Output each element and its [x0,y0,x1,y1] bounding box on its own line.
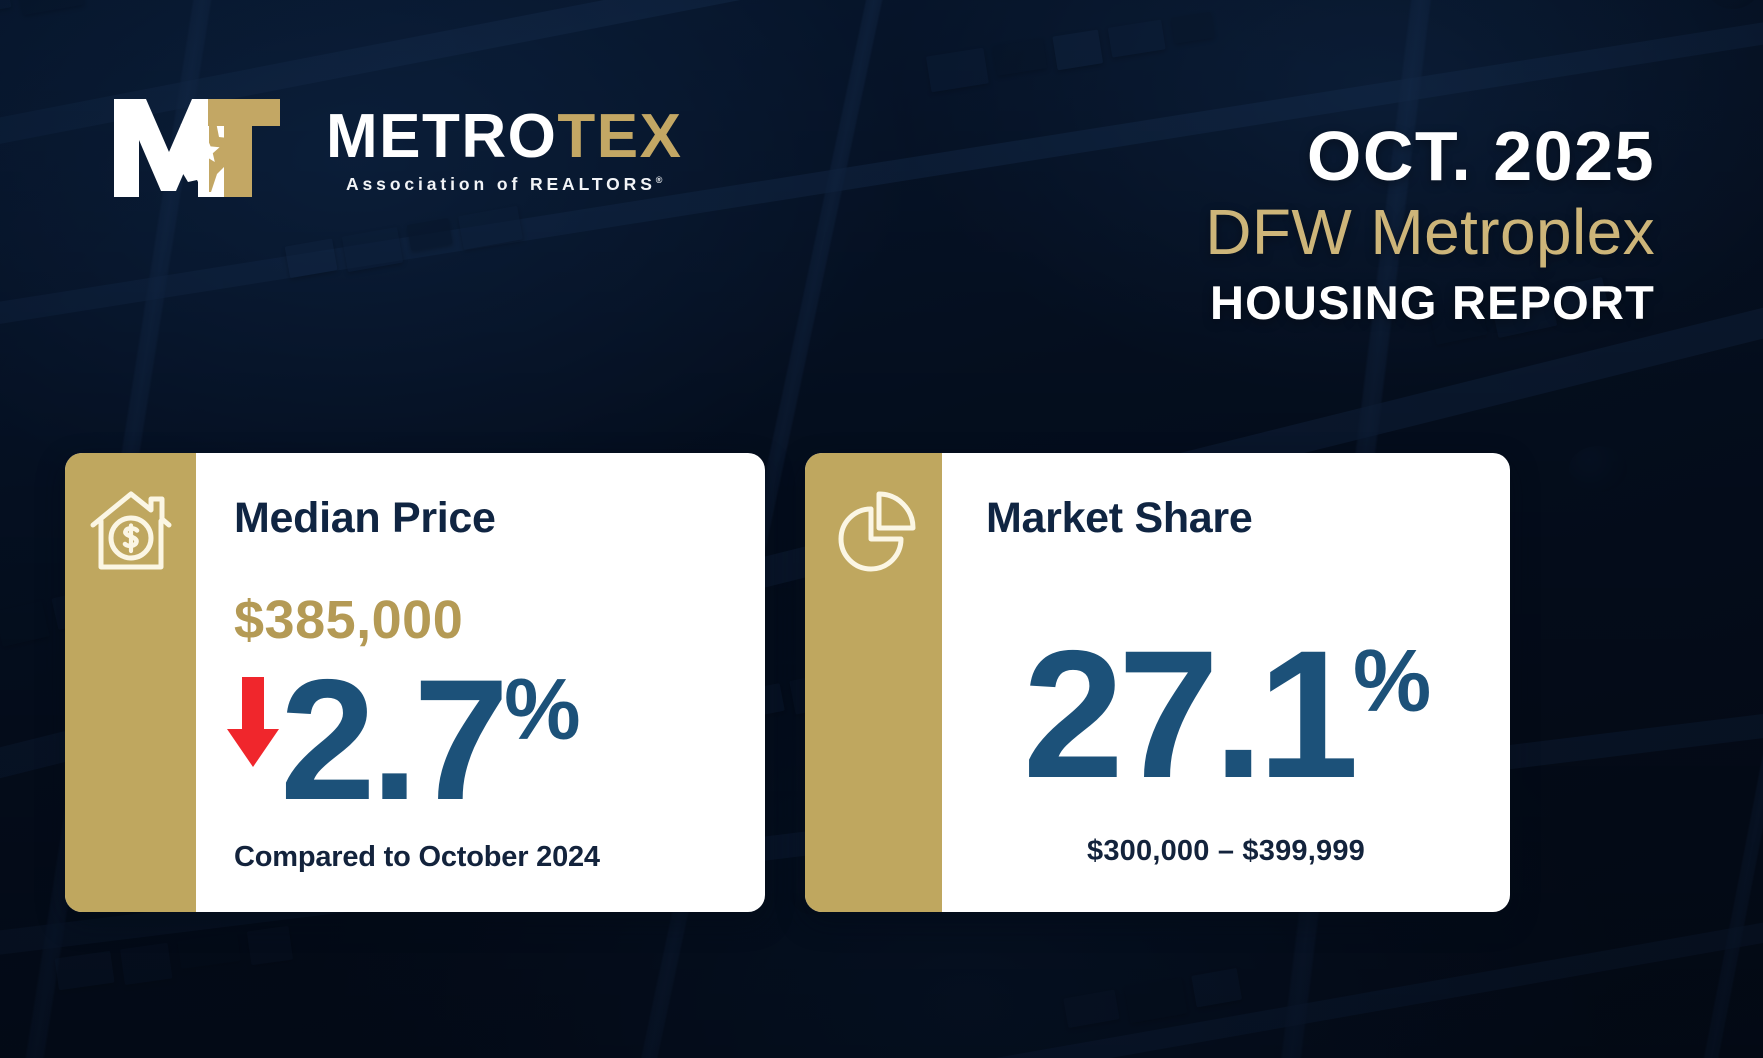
market-share-number: 27.1 [1022,612,1359,816]
logo-tagline: Association of REALTORS® [326,174,682,195]
median-change-number: 2.7 [280,644,509,836]
arrow-down-icon [226,677,280,769]
median-change-unit: % [504,662,580,758]
median-price-card[interactable]: Median Price $385,000 2.7 % Compared to … [65,453,765,912]
report-label: HOUSING REPORT [1209,275,1655,329]
metrotex-logo: METROTEX Association of REALTORS® [112,96,682,200]
median-card-icon-stripe [65,453,196,912]
house-dollar-icon [89,489,173,912]
registered-mark: ® [655,175,663,186]
median-card-body: Median Price $385,000 2.7 % Compared to … [196,453,765,912]
report-title-block: OCT. 2025 DFW Metroplex HOUSING REPORT [1205,120,1655,334]
median-card-title: Median Price [234,494,496,542]
median-change-row: 2.7 % [226,644,581,836]
report-region: DFW Metroplex [1205,195,1655,268]
metrotex-logo-mark [112,96,308,200]
share-card-caption: $300,000 – $399,999 [1087,835,1365,867]
pie-chart-icon [830,489,918,912]
report-month: OCT. 2025 [1306,117,1655,195]
wordmark-tex: TEX [557,102,683,171]
market-share-card[interactable]: Market Share 27.1 % $300,000 – $399,999 [805,453,1510,912]
share-card-icon-stripe [805,453,942,912]
wordmark-metro: METRO [326,102,558,171]
median-card-caption: Compared to October 2024 [234,841,600,873]
logo-tagline-text: Association of REALTORS [346,174,656,195]
median-price-value: $385,000 [234,590,464,650]
wordmark-line: METROTEX [326,106,682,168]
market-share-unit: % [1352,631,1431,730]
metrotex-wordmark: METROTEX Association of REALTORS® [326,96,682,195]
share-card-body: Market Share 27.1 % $300,000 – $399,999 [942,453,1510,912]
share-card-title: Market Share [986,494,1253,542]
header: METROTEX Association of REALTORS® OCT. 2… [0,0,1763,430]
median-change-value-group: 2.7 % [280,644,581,836]
market-share-value-group: 27.1 % [1022,612,1431,816]
